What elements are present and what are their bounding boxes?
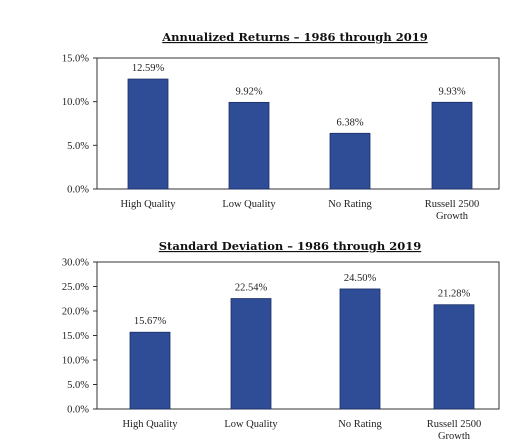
stdev-y-tick-label: 30.0% [62,258,89,269]
returns-data-label: 9.92% [235,86,262,97]
returns-chart: Annualized Returns – 1986 through 2019 0… [62,30,500,222]
stdev-y-tick-label: 25.0% [62,282,89,293]
stdev-y-tick-label: 20.0% [62,307,89,318]
returns-y-tick-label: 5.0% [67,141,89,152]
stdev-chart-title: Standard Deviation – 1986 through 2019 [159,239,421,253]
stdev-bar [339,288,381,410]
returns-data-label: 6.38% [336,117,363,128]
returns-bar [329,132,371,190]
returns-chart-x-axis: High Quality Low Quality No Rating Russell … [120,199,479,222]
stdev-x-tick-label: No Rating [338,419,382,430]
stdev-x-tick-label: Low Quality [224,419,278,430]
returns-chart-data-labels: 12.59% 9.92% 6.38% 9.93% [132,63,466,128]
returns-y-tick-label: 15.0% [62,54,89,65]
stdev-data-label: 24.50% [344,273,377,284]
returns-bar [431,101,473,190]
returns-x-tick-label: Low Quality [222,199,276,210]
returns-chart-y-axis: 0.0% 5.0% 10.0% 15.0% [62,54,97,196]
stdev-bar [230,298,272,410]
stdev-bar [433,304,475,410]
returns-chart-title: Annualized Returns – 1986 through 2019 [161,30,427,44]
stdev-y-tick-label: 5.0% [67,380,89,391]
stdev-bar [129,331,171,410]
stdev-chart-y-axis: 0.0% 5.0% 10.0% 15.0% 20.0% 25.0% 30.0% [62,258,97,416]
stdev-chart: Standard Deviation – 1986 through 2019 0… [62,239,500,442]
returns-y-tick-label: 0.0% [67,185,89,196]
returns-y-tick-label: 10.0% [62,97,89,108]
stdev-x-tick-label: Russell 2500 Growth [427,419,482,442]
returns-bar [228,101,270,190]
stdev-y-tick-label: 10.0% [62,356,89,367]
returns-x-tick-label: Russell 2500 Growth [425,199,480,222]
stdev-y-tick-label: 15.0% [62,331,89,342]
stdev-chart-x-axis: High Quality Low Quality No Rating Russell … [122,419,481,442]
stdev-data-label: 22.54% [235,283,268,294]
stdev-data-label: 21.28% [438,289,471,300]
returns-chart-bars [127,78,473,190]
returns-bar [127,78,169,190]
returns-x-tick-label: No Rating [328,199,372,210]
stdev-data-label: 15.67% [134,316,167,327]
stdev-chart-bars [129,288,475,410]
returns-data-label: 12.59% [132,63,165,74]
stdev-x-tick-label: High Quality [122,419,178,430]
stdev-chart-data-labels: 15.67% 22.54% 24.50% 21.28% [134,273,471,327]
stdev-y-tick-label: 0.0% [67,405,89,416]
returns-data-label: 9.93% [438,86,465,97]
returns-x-tick-label: High Quality [120,199,176,210]
returns-chart-frame [96,57,500,190]
